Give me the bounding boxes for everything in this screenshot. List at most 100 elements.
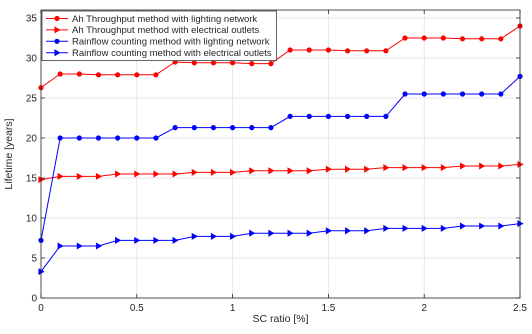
series-point bbox=[230, 232, 237, 240]
series-point bbox=[364, 113, 370, 120]
series-point bbox=[344, 48, 351, 54]
series-point bbox=[115, 170, 122, 178]
series-point bbox=[498, 162, 505, 170]
series-point bbox=[153, 236, 160, 244]
series-point bbox=[95, 242, 103, 250]
series-point bbox=[344, 113, 351, 120]
legend-box bbox=[41, 10, 277, 61]
y-tick-label: 15 bbox=[26, 174, 38, 185]
series-point bbox=[230, 125, 236, 131]
series-point bbox=[306, 47, 312, 53]
series-point bbox=[421, 35, 427, 41]
series-point bbox=[498, 91, 504, 97]
series-point bbox=[383, 48, 389, 54]
series-point bbox=[364, 227, 371, 235]
legend: Ah Throughput method with lighting netwo… bbox=[41, 10, 277, 61]
x-tick-label: 2 bbox=[421, 303, 427, 314]
series-point bbox=[287, 47, 293, 53]
series-point bbox=[421, 224, 428, 232]
y-tick-label: 35 bbox=[26, 14, 38, 25]
axis-ticks: 0 0.5 1 1.5 2 2.5 0 5 10 15 20 25 30 35 bbox=[26, 10, 527, 314]
series-point bbox=[325, 47, 331, 53]
series-point bbox=[249, 229, 256, 237]
series-point bbox=[95, 135, 102, 141]
series-point bbox=[421, 164, 428, 172]
series-4 bbox=[38, 220, 524, 276]
legend-label: Rainflow counting method with lighting n… bbox=[72, 37, 270, 48]
x-tick-label: 2.5 bbox=[513, 303, 527, 314]
legend-swatch-marker bbox=[54, 26, 61, 34]
series-point bbox=[249, 125, 255, 131]
legend-item: Ah Throughput method with electrical out… bbox=[46, 25, 260, 36]
x-tick-label: 0 bbox=[38, 303, 44, 314]
series-point bbox=[249, 167, 256, 175]
series-2 bbox=[38, 160, 524, 184]
series-point bbox=[479, 91, 485, 97]
series-point bbox=[459, 222, 467, 230]
series-point bbox=[402, 35, 408, 41]
legend-swatch-marker bbox=[54, 49, 61, 57]
series-point bbox=[115, 135, 121, 141]
series-point bbox=[76, 172, 83, 180]
series-point bbox=[210, 232, 218, 240]
series-point bbox=[459, 36, 466, 42]
y-tick-label: 10 bbox=[26, 214, 38, 225]
series-point bbox=[440, 91, 446, 97]
series-point bbox=[479, 222, 486, 230]
series-point bbox=[191, 232, 198, 240]
x-tick-label: 1.5 bbox=[321, 303, 335, 314]
series-point bbox=[76, 71, 82, 77]
legend-swatch-marker bbox=[54, 15, 60, 22]
series-point bbox=[191, 60, 197, 66]
y-tick-label: 20 bbox=[26, 134, 38, 145]
series-point bbox=[210, 60, 217, 66]
series-point bbox=[57, 135, 63, 141]
series-point bbox=[134, 135, 140, 141]
legend-label: Ah Throughput method with electrical out… bbox=[72, 25, 260, 36]
series-point bbox=[57, 172, 64, 180]
series-line bbox=[40, 76, 521, 241]
series-point bbox=[153, 72, 159, 78]
series-point bbox=[210, 125, 217, 131]
series-point bbox=[172, 125, 178, 131]
series-point bbox=[498, 222, 505, 230]
series-point bbox=[134, 170, 141, 178]
series-point bbox=[268, 60, 274, 67]
plot-frame bbox=[40, 9, 521, 299]
series-point bbox=[364, 48, 370, 54]
legend-item: Rainflow counting method with lighting n… bbox=[46, 37, 270, 48]
series-point bbox=[95, 172, 103, 180]
series-point bbox=[440, 164, 447, 172]
y-tick-label: 25 bbox=[26, 94, 38, 105]
x-axis-label: SC ratio [%] bbox=[252, 313, 308, 325]
series-point bbox=[325, 113, 331, 120]
x-tick-label: 0.5 bbox=[130, 303, 144, 314]
series-group bbox=[38, 23, 524, 276]
series-point bbox=[402, 91, 408, 97]
series-point bbox=[134, 236, 141, 244]
legend-swatch-marker bbox=[54, 38, 60, 44]
series-point bbox=[479, 36, 485, 42]
series-point bbox=[153, 135, 159, 141]
y-tick-label: 30 bbox=[26, 54, 38, 65]
series-point bbox=[345, 165, 352, 173]
series-point bbox=[459, 91, 466, 97]
y-tick-label: 0 bbox=[31, 294, 37, 305]
series-point bbox=[402, 164, 409, 172]
series-point bbox=[95, 72, 102, 78]
series-point bbox=[402, 224, 409, 232]
series-point bbox=[287, 229, 294, 237]
series-point bbox=[210, 168, 218, 176]
series-point bbox=[459, 162, 467, 170]
series-point bbox=[153, 170, 160, 178]
series-point bbox=[134, 72, 140, 78]
y-tick-label: 5 bbox=[31, 254, 37, 265]
series-point bbox=[325, 227, 333, 235]
series-point bbox=[230, 168, 237, 176]
series-point bbox=[325, 165, 333, 173]
series-point bbox=[115, 72, 121, 78]
series-point bbox=[306, 167, 313, 175]
series-point bbox=[76, 242, 83, 250]
